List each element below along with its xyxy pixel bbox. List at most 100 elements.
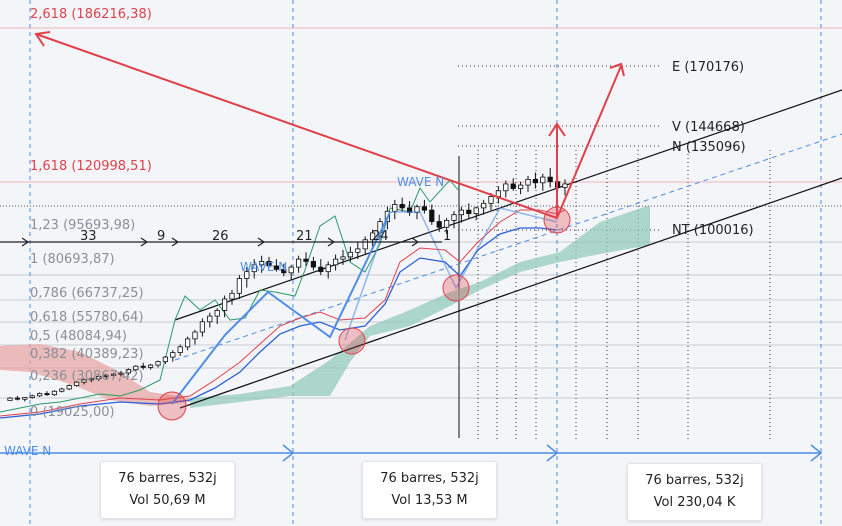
bar-count-label: 1 <box>443 229 451 244</box>
candle <box>369 229 376 247</box>
base-line <box>0 209 566 417</box>
candle-body <box>347 251 354 258</box>
candle <box>22 396 28 402</box>
candle <box>525 175 531 192</box>
candle-body <box>88 378 94 381</box>
candle-body <box>236 278 242 294</box>
candle <box>436 214 442 232</box>
candle <box>244 267 250 288</box>
candle <box>495 186 502 204</box>
time-dividers <box>29 0 822 526</box>
candle <box>177 344 183 356</box>
candle-body <box>37 393 43 397</box>
fib-label: 0,382 (40389,23) <box>30 347 144 362</box>
candle <box>251 259 257 279</box>
candle-body <box>29 395 35 398</box>
wave-pattern-1 <box>171 211 391 405</box>
fib-label: 0 (19025,00) <box>30 405 115 420</box>
candle-body <box>192 331 198 340</box>
fib-label: 0,618 (55780,64) <box>30 310 144 325</box>
candle <box>66 384 72 391</box>
candle-body <box>214 309 220 317</box>
candle-body <box>59 388 65 392</box>
candle <box>88 376 94 383</box>
candle-body <box>399 204 405 209</box>
candle-body <box>14 397 20 400</box>
candle <box>466 203 472 219</box>
candle-body <box>547 176 553 183</box>
candle-body <box>81 379 87 383</box>
candle <box>488 193 494 211</box>
candle <box>192 329 198 345</box>
pivot-markers <box>157 206 571 421</box>
red-projections <box>34 31 625 219</box>
candle-body <box>221 298 228 311</box>
candle-body <box>362 239 368 250</box>
candle <box>207 312 213 328</box>
candle <box>392 199 398 220</box>
candle <box>258 255 265 273</box>
candle <box>443 218 450 235</box>
range-stats-volume: Vol 13,53 M <box>391 493 468 508</box>
range-stats-volume: Vol 230,04 K <box>653 495 736 510</box>
bar-count-label: 21 <box>296 229 313 244</box>
range-stats-volume: Vol 50,69 M <box>129 493 206 508</box>
wave-label: WAVE N <box>397 175 444 189</box>
candle-body <box>332 258 339 266</box>
candle <box>562 179 568 196</box>
bar-count-label: 24 <box>372 229 389 244</box>
ichimoku-cloud-bullish <box>190 205 650 408</box>
price-channel <box>174 89 842 409</box>
candle-body <box>525 178 531 186</box>
candle <box>540 173 546 191</box>
candle <box>362 236 368 255</box>
candle <box>421 199 428 214</box>
candle <box>59 387 65 393</box>
candle <box>236 275 242 299</box>
candle <box>503 180 509 198</box>
candle <box>281 263 287 277</box>
candle-body <box>288 266 294 274</box>
candle-body <box>7 397 13 401</box>
candle-body <box>429 209 435 222</box>
candle-body <box>510 183 516 189</box>
candle-body <box>44 393 50 396</box>
candle-body <box>518 184 524 189</box>
target-lines <box>458 65 660 231</box>
candle-body <box>111 373 117 376</box>
candle-body <box>421 206 428 211</box>
fib-labels: 2,618 (186216,38) 1,618 (120998,51) 1,23… <box>30 7 152 420</box>
channel-lower <box>179 177 842 409</box>
candle <box>458 206 465 223</box>
candle-body <box>488 196 494 204</box>
target-label-nt: NT (100016) <box>672 223 754 238</box>
candle-body <box>177 346 183 353</box>
candle-body <box>125 369 131 374</box>
candle <box>229 289 235 305</box>
candle <box>518 181 524 195</box>
candle-body <box>310 261 317 268</box>
wave-label: WAVE N <box>240 260 287 274</box>
candle-body <box>147 364 154 368</box>
candle-body <box>466 209 472 214</box>
projection-up-e <box>556 65 622 219</box>
bar-count-label: 33 <box>80 229 97 244</box>
candle <box>155 360 161 368</box>
candle <box>532 172 539 189</box>
candle-body <box>436 221 442 228</box>
conversion-line <box>0 227 558 419</box>
candle-body <box>325 264 331 273</box>
candle <box>221 295 228 318</box>
candle-body <box>229 292 235 300</box>
candle <box>429 204 435 225</box>
pivot-circle <box>157 391 187 421</box>
bar-count-label: 26 <box>212 229 229 244</box>
range-stats-bars: 76 barres, 532j <box>118 471 217 486</box>
candle <box>266 256 272 269</box>
candle-body <box>140 365 146 368</box>
candle <box>480 199 487 215</box>
ichimoku-cloud-bearish <box>0 344 190 406</box>
candle-body <box>118 372 124 375</box>
candle <box>473 206 479 221</box>
